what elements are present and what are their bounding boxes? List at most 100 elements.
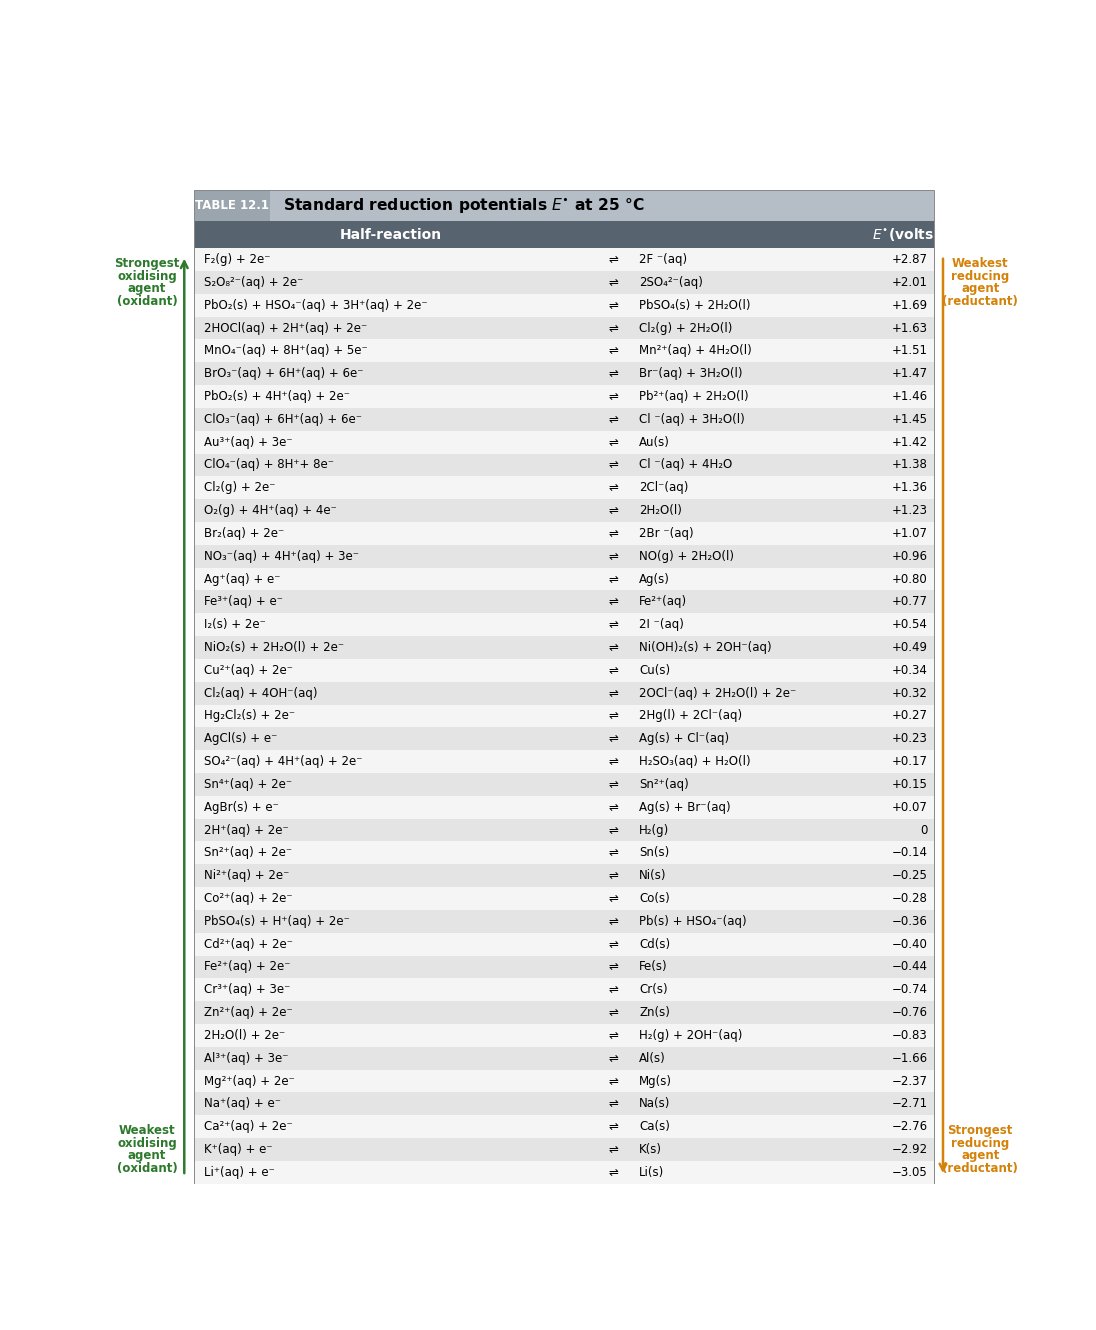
Text: PbO₂(s) + HSO₄⁻(aq) + 3H⁺(aq) + 2e⁻: PbO₂(s) + HSO₄⁻(aq) + 3H⁺(aq) + 2e⁻ [204,299,427,311]
Text: ⇌: ⇌ [608,801,618,814]
Bar [194,728,934,750]
Bar [194,339,934,362]
Text: −3.05: −3.05 [892,1166,927,1178]
Text: Zn(s): Zn(s) [639,1005,670,1019]
Text: ⇌: ⇌ [608,1097,618,1111]
Bar [194,317,934,339]
Text: Al(s): Al(s) [639,1052,666,1065]
Text: +0.15: +0.15 [892,778,927,791]
Text: ⇌: ⇌ [608,1142,618,1156]
Bar [194,682,934,705]
Text: −2.37: −2.37 [891,1075,927,1088]
Text: O₂(g) + 4H⁺(aq) + 4e⁻: O₂(g) + 4H⁺(aq) + 4e⁻ [204,504,336,517]
Text: ⇌: ⇌ [608,983,618,996]
Text: +1.47: +1.47 [891,367,927,380]
Text: (oxidant): (oxidant) [116,295,178,307]
Text: 2H₂O(l) + 2e⁻: 2H₂O(l) + 2e⁻ [204,1029,285,1041]
Text: K(s): K(s) [639,1142,662,1156]
Bar [194,568,934,591]
Text: Al³⁺(aq) + 3e⁻: Al³⁺(aq) + 3e⁻ [204,1052,288,1065]
Text: ⇌: ⇌ [608,709,618,722]
Bar [194,636,934,658]
Bar [194,773,934,795]
Bar [194,1138,934,1161]
Text: −0.44: −0.44 [891,960,927,974]
Text: ⇌: ⇌ [608,641,618,654]
Text: MnO₄⁻(aq) + 8H⁺(aq) + 5e⁻: MnO₄⁻(aq) + 8H⁺(aq) + 5e⁻ [204,344,367,358]
Text: Ni²⁺(aq) + 2e⁻: Ni²⁺(aq) + 2e⁻ [204,868,289,882]
Text: −0.74: −0.74 [891,983,927,996]
Text: 2Cl⁻(aq): 2Cl⁻(aq) [639,481,688,495]
Text: Cu(s): Cu(s) [639,664,671,677]
Text: +0.77: +0.77 [891,596,927,608]
Text: Standard reduction potentials $\mathbf{\it{E}}^{\bullet}$ at 25 °C: Standard reduction potentials $\mathbf{\… [284,197,646,215]
Text: +1.38: +1.38 [892,459,927,471]
Text: ⇌: ⇌ [608,527,618,540]
Text: +2.01: +2.01 [891,275,927,289]
Text: ⇌: ⇌ [608,892,618,904]
Text: NO(g) + 2H₂O(l): NO(g) + 2H₂O(l) [639,549,734,563]
Text: Ag(s) + Br⁻(aq): Ag(s) + Br⁻(aq) [639,801,731,814]
Text: Cl ⁻(aq) + 4H₂O: Cl ⁻(aq) + 4H₂O [639,459,732,471]
Text: agent: agent [961,282,1000,295]
Text: NiO₂(s) + 2H₂O(l) + 2e⁻: NiO₂(s) + 2H₂O(l) + 2e⁻ [204,641,344,654]
Text: Ca(s): Ca(s) [639,1120,670,1133]
Text: Sn(s): Sn(s) [639,846,670,859]
Text: Co²⁺(aq) + 2e⁻: Co²⁺(aq) + 2e⁻ [204,892,293,904]
Text: Mn²⁺(aq) + 4H₂O(l): Mn²⁺(aq) + 4H₂O(l) [639,344,752,358]
Text: ⇌: ⇌ [608,572,618,585]
Text: agent: agent [128,1149,167,1162]
Text: −2.71: −2.71 [891,1097,927,1111]
Bar [194,1024,934,1047]
Bar [194,249,934,271]
Text: Zn²⁺(aq) + 2e⁻: Zn²⁺(aq) + 2e⁻ [204,1005,293,1019]
Bar [194,842,934,864]
Text: −1.66: −1.66 [891,1052,927,1065]
Text: PbO₂(s) + 4H⁺(aq) + 2e⁻: PbO₂(s) + 4H⁺(aq) + 2e⁻ [204,390,350,403]
Text: Sn⁴⁺(aq) + 2e⁻: Sn⁴⁺(aq) + 2e⁻ [204,778,292,791]
Bar [194,294,934,317]
Text: Cl₂(g) + 2H₂O(l): Cl₂(g) + 2H₂O(l) [639,322,732,335]
Text: ⇌: ⇌ [608,733,618,745]
Bar [194,1116,934,1138]
Text: BrO₃⁻(aq) + 6H⁺(aq) + 6e⁻: BrO₃⁻(aq) + 6H⁺(aq) + 6e⁻ [204,367,363,380]
Text: K⁺(aq) + e⁻: K⁺(aq) + e⁻ [204,1142,272,1156]
Text: ⇌: ⇌ [608,504,618,517]
Text: SO₄²⁻(aq) + 4H⁺(aq) + 2e⁻: SO₄²⁻(aq) + 4H⁺(aq) + 2e⁻ [204,755,362,767]
Bar [194,795,934,818]
Text: ⇌: ⇌ [608,299,618,311]
Text: H₂(g): H₂(g) [639,823,670,837]
Text: AgBr(s) + e⁻: AgBr(s) + e⁻ [204,801,278,814]
Bar [194,499,934,521]
Bar [194,910,934,932]
Text: 2H⁺(aq) + 2e⁻: 2H⁺(aq) + 2e⁻ [204,823,288,837]
Text: Ni(s): Ni(s) [639,868,666,882]
Text: 2Br ⁻(aq): 2Br ⁻(aq) [639,527,694,540]
Text: ClO₄⁻(aq) + 8H⁺+ 8e⁻: ClO₄⁻(aq) + 8H⁺+ 8e⁻ [204,459,333,471]
Text: Ag⁺(aq) + e⁻: Ag⁺(aq) + e⁻ [204,572,281,585]
Text: ⇌: ⇌ [608,253,618,266]
Text: Na(s): Na(s) [639,1097,671,1111]
Text: ⇌: ⇌ [608,618,618,632]
Text: +1.51: +1.51 [891,344,927,358]
Text: 2H₂O(l): 2H₂O(l) [639,504,682,517]
Text: ⇌: ⇌ [608,1029,618,1041]
Text: Cl₂(g) + 2e⁻: Cl₂(g) + 2e⁻ [204,481,275,495]
Text: −0.83: −0.83 [892,1029,927,1041]
Text: H₂(g) + 2OH⁻(aq): H₂(g) + 2OH⁻(aq) [639,1029,743,1041]
Text: +0.07: +0.07 [892,801,927,814]
Text: Cl ⁻(aq) + 3H₂O(l): Cl ⁻(aq) + 3H₂O(l) [639,412,745,426]
Bar [194,979,934,1001]
Text: +0.32: +0.32 [892,686,927,700]
Bar [194,190,271,221]
Text: 2HOCl(aq) + 2H⁺(aq) + 2e⁻: 2HOCl(aq) + 2H⁺(aq) + 2e⁻ [204,322,367,335]
Text: Cr³⁺(aq) + 3e⁻: Cr³⁺(aq) + 3e⁻ [204,983,290,996]
Text: ⇌: ⇌ [608,778,618,791]
Text: I₂(s) + 2e⁻: I₂(s) + 2e⁻ [204,618,265,632]
Bar [194,864,934,887]
Bar [194,818,934,842]
Text: ⇌: ⇌ [608,549,618,563]
Bar [194,887,934,910]
Text: Cr(s): Cr(s) [639,983,667,996]
Text: ⇌: ⇌ [608,1075,618,1088]
